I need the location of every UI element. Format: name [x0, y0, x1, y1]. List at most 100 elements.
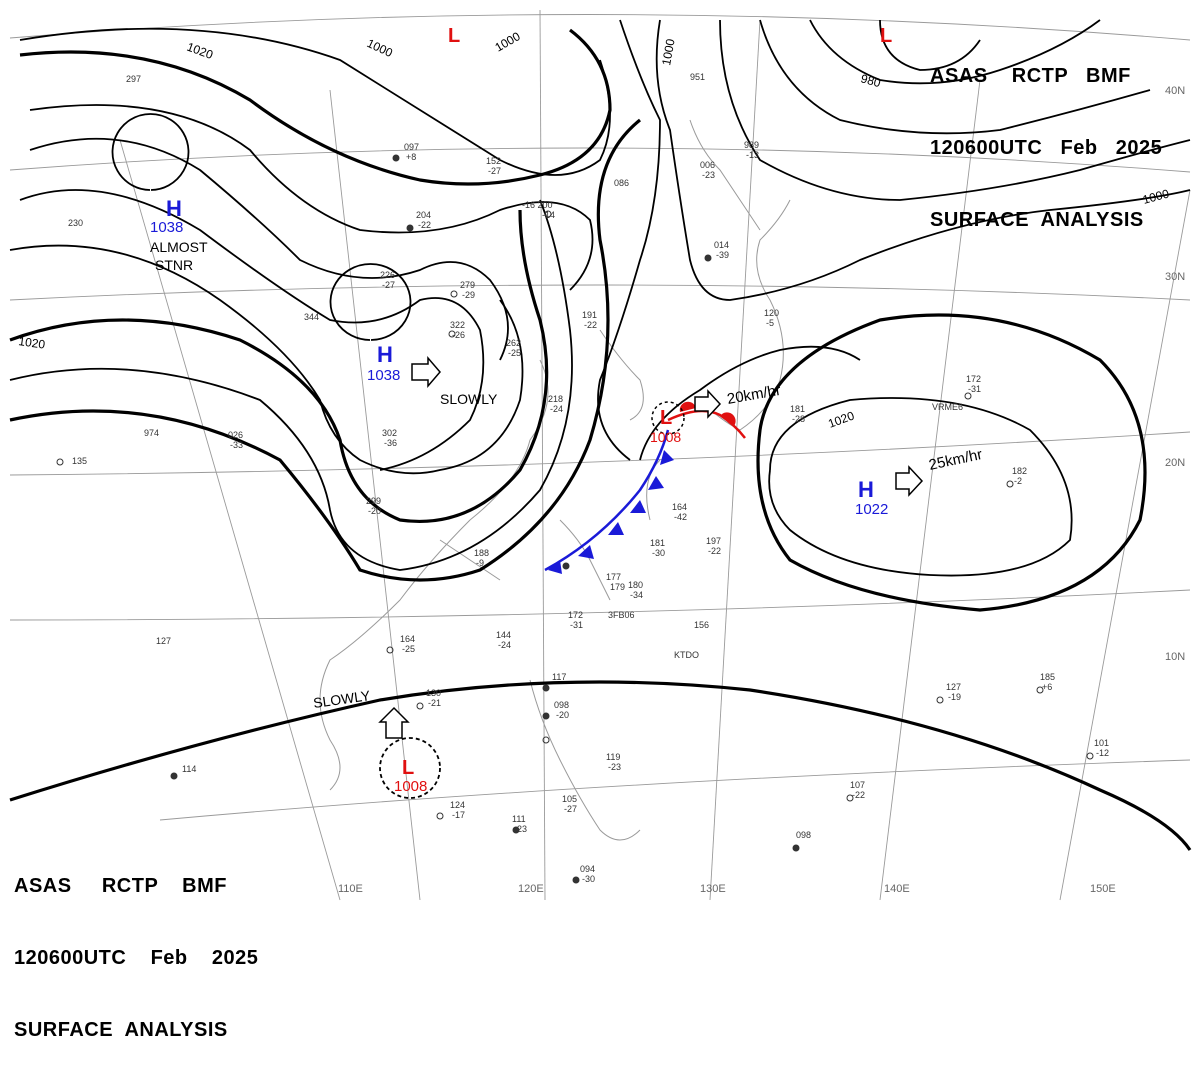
station-label: 344 — [304, 312, 319, 322]
station-label: -27 — [488, 166, 501, 176]
isobar-label: 1020 — [18, 334, 47, 352]
station-label: 172 — [966, 374, 981, 384]
station-label: 152 — [486, 156, 501, 166]
station-label: -22 — [852, 790, 865, 800]
station-label: -23 — [514, 824, 527, 834]
station-label: -24 — [498, 640, 511, 650]
high-center-value: 1038 — [150, 219, 183, 236]
high-center-note-line2: STNR — [155, 257, 193, 273]
station-label: -33 — [230, 440, 243, 450]
latitude-labels: 40N 30N 20N 10N — [1165, 85, 1185, 663]
station-label: 006 — [700, 160, 715, 170]
station-label: 098 — [554, 700, 569, 710]
low-1008-north-circle — [651, 401, 685, 435]
header-bottom-left: ASAS RCTP BMF 120600UTC Feb 2025 SURFACE… — [14, 826, 258, 1066]
weather-map: H 1038 ALMOST STNR H 1038 SLOWLY H 1022 … — [9, 9, 1192, 901]
low-center-value: 1008 — [650, 429, 681, 445]
station-label: 185 — [1040, 672, 1055, 682]
station-label: -22 — [418, 220, 431, 230]
station-label: -17 — [452, 810, 465, 820]
station-label: KTDO — [674, 650, 699, 660]
station-label: -27 — [564, 804, 577, 814]
pressure-centers: H 1038 ALMOST STNR H 1038 SLOWLY H 1022 … — [150, 25, 984, 795]
station-label: -42 — [674, 512, 687, 522]
station-label: -34 — [630, 590, 643, 600]
low-center-4-l-letter: L — [880, 25, 892, 47]
isobar-label: 1000 — [1141, 186, 1171, 207]
station-label: -25 — [508, 348, 521, 358]
station-label: 297 — [126, 74, 141, 84]
footer-line-3: SURFACE ANALYSIS — [14, 1019, 228, 1041]
station-label: 026 — [228, 430, 243, 440]
lon-label-110e: 110E — [338, 883, 363, 895]
station-label: 094 — [580, 864, 595, 874]
footer-line-2: 120600UTC Feb 2025 — [14, 947, 259, 969]
station-label: -19 — [948, 692, 961, 702]
high-center-h-letter: H — [166, 196, 182, 221]
isobar-label: 980 — [859, 71, 882, 90]
station-label: -23 — [702, 170, 715, 180]
station-label: -20 — [556, 710, 569, 720]
station-label: -28 — [792, 414, 805, 424]
isobar-label: 1020 — [826, 408, 856, 430]
station-label: 097 — [404, 142, 419, 152]
station-label: 086 — [614, 178, 629, 188]
high-center-3-value: 1022 — [855, 501, 888, 518]
station-label: 111 — [512, 814, 526, 824]
station-label: -22 — [584, 320, 597, 330]
lon-label-150e: 150E — [1090, 883, 1116, 895]
lon-label-130e: 130E — [700, 883, 726, 895]
header-line-1: ASAS RCTP BMF — [930, 65, 1131, 87]
station-label: -13 — [746, 150, 759, 160]
station-label: 974 — [144, 428, 159, 438]
station-label: -25 — [402, 644, 415, 654]
high-center-2-value: 1038 — [367, 367, 400, 384]
high-center-note-line1: ALMOST — [150, 239, 208, 255]
station-label: 197 — [706, 536, 721, 546]
station-label: -39 — [716, 250, 729, 260]
low-center-2-movement: SLOWLY — [312, 687, 372, 711]
station-label: 130 — [426, 688, 441, 698]
station-label: +6 — [1042, 682, 1052, 692]
station-label: 226 — [380, 270, 395, 280]
high-center-2-movement: SLOWLY — [440, 391, 498, 407]
isobar-label: 1000 — [365, 36, 395, 60]
station-label: -29 — [462, 290, 475, 300]
station-label: 279 — [460, 280, 475, 290]
station-label: 117 — [552, 672, 566, 682]
movement-arrows — [378, 355, 924, 739]
low-center-3-l-letter: L — [448, 25, 460, 47]
station-label: -21 — [428, 698, 441, 708]
station-label: 107 — [850, 780, 865, 790]
isobar-label: 1000 — [493, 29, 523, 55]
station-label: -23 — [608, 762, 621, 772]
station-label: 114 — [182, 764, 196, 774]
station-label: 191 — [582, 310, 597, 320]
lat-label-20n: 20N — [1165, 457, 1185, 469]
station-label: 124 — [450, 800, 465, 810]
lat-label-30n: 30N — [1165, 271, 1185, 283]
station-label: -31 — [570, 620, 583, 630]
header-line-3: SURFACE ANALYSIS — [930, 209, 1144, 231]
longitude-labels: 110E 120E 130E 140E 150E — [338, 883, 1116, 895]
low-center-movement: 20km/hr — [726, 382, 782, 408]
station-label: 098 — [796, 830, 811, 840]
station-label: -36 — [384, 438, 397, 448]
station-label: -12 — [1096, 748, 1109, 758]
station-label: 164 — [672, 502, 687, 512]
station-label: 014 — [714, 240, 729, 250]
station-label: 101 — [1094, 738, 1109, 748]
station-label: 172 — [568, 610, 583, 620]
lat-label-40n: 40N — [1165, 85, 1185, 97]
station-label: -14 — [542, 210, 555, 220]
station-label: +8 — [406, 152, 416, 162]
station-label: 322 — [450, 320, 465, 330]
station-label: -24 — [550, 404, 563, 414]
station-label: 179 — [610, 582, 625, 592]
lat-label-10n: 10N — [1165, 651, 1185, 663]
low-center-2-l-letter: L — [402, 757, 414, 779]
station-label: -30 — [582, 874, 595, 884]
warm-front — [667, 401, 746, 439]
station-label: 299 — [366, 496, 381, 506]
station-label: 164 — [400, 634, 415, 644]
